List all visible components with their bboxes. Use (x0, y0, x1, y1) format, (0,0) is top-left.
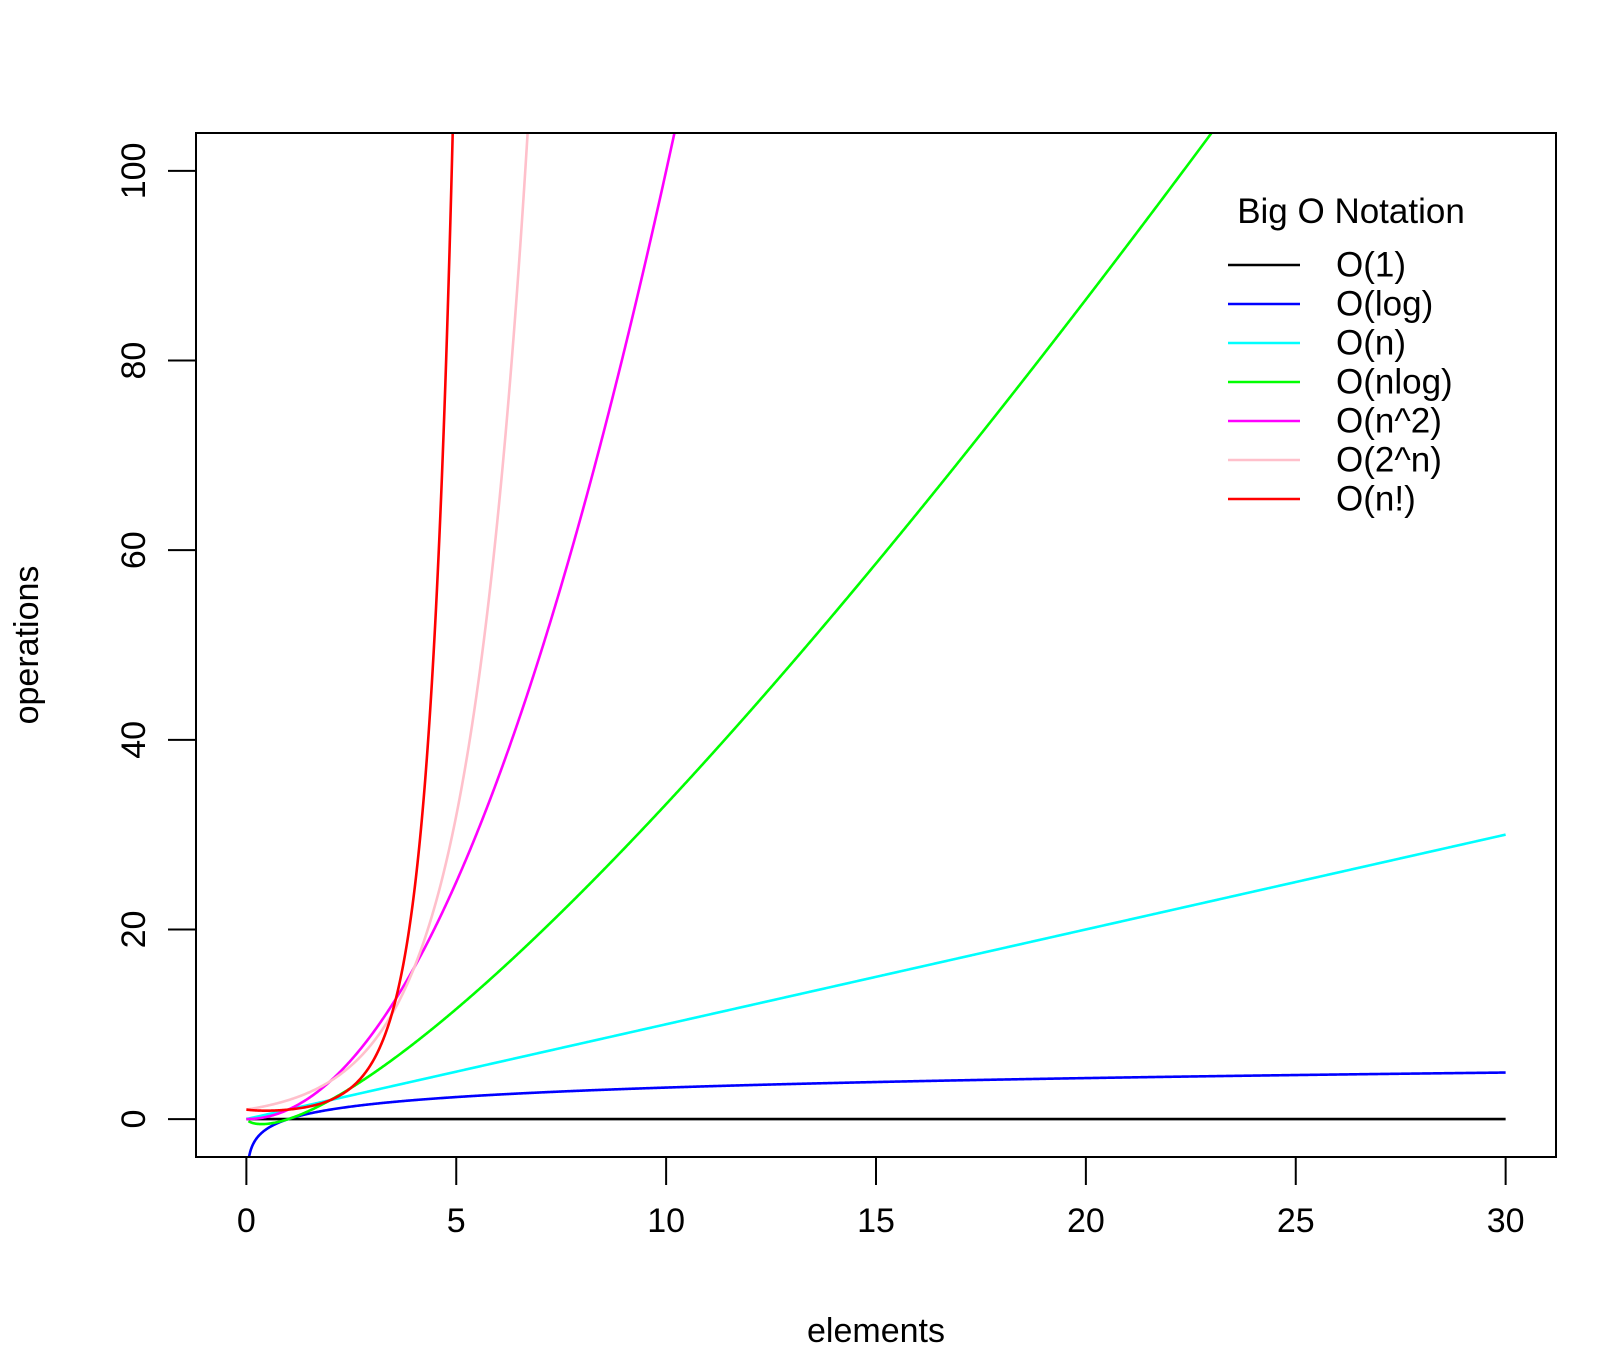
legend-label-1: O(log) (1336, 285, 1433, 324)
x-tick-label-1: 5 (447, 1202, 466, 1240)
legend: Big O Notation O(1)O(log)O(n)O(nlog)O(n^… (1228, 192, 1465, 519)
y-tick-label-3: 60 (115, 531, 153, 569)
y-tick-label-4: 80 (115, 342, 153, 380)
series-line-2 (245, 833, 1507, 1121)
y-tick-label-2: 40 (115, 721, 153, 759)
x-tick-label-0: 0 (237, 1202, 256, 1240)
x-tick-label-4: 20 (1067, 1202, 1105, 1240)
series-line-4 (245, 133, 676, 1121)
series-line-3 (247, 133, 1214, 1126)
y-axis-label: operations (8, 566, 46, 725)
x-axis: 0 5 10 15 20 25 30 (237, 1156, 1525, 1240)
y-axis: 0 20 40 60 80 100 (115, 143, 197, 1129)
x-tick-label-3: 15 (857, 1202, 895, 1240)
x-tick-label-6: 30 (1487, 1202, 1525, 1240)
x-axis-label: elements (807, 1312, 945, 1350)
y-tick-label-5: 100 (115, 143, 153, 200)
series-line-5 (245, 133, 529, 1111)
x-tick-label-5: 25 (1277, 1202, 1315, 1240)
legend-label-4: O(n^2) (1336, 402, 1442, 441)
y-tick-label-1: 20 (115, 911, 153, 949)
x-tick-label-2: 10 (647, 1202, 685, 1240)
series-line-1 (247, 1071, 1507, 1157)
legend-label-5: O(2^n) (1336, 441, 1442, 480)
legend-label-6: O(n!) (1336, 480, 1416, 519)
legend-title: Big O Notation (1237, 192, 1465, 231)
y-tick-label-0: 0 (115, 1110, 153, 1129)
series-line-6 (245, 133, 455, 1112)
legend-label-2: O(n) (1336, 324, 1406, 363)
legend-label-0: O(1) (1336, 246, 1406, 285)
series-layer (245, 133, 1507, 1157)
legend-label-3: O(nlog) (1336, 363, 1453, 402)
